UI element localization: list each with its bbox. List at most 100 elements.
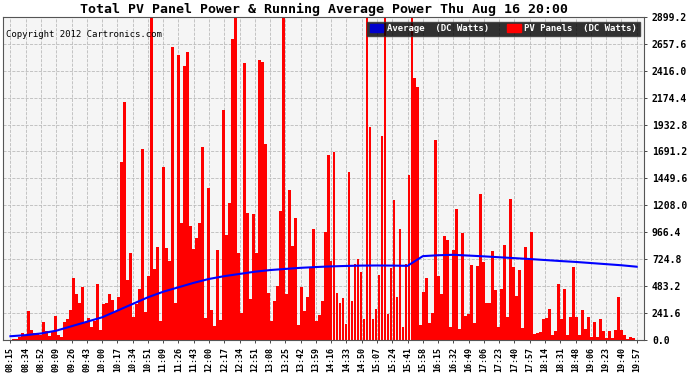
Bar [87, 318, 90, 340]
Bar [602, 331, 605, 340]
Bar [600, 319, 602, 340]
Bar [252, 214, 255, 340]
Bar [351, 301, 353, 340]
Bar [467, 314, 471, 340]
Bar [428, 323, 431, 340]
Bar [270, 321, 273, 340]
Bar [476, 266, 480, 340]
Bar [24, 336, 27, 340]
Bar [381, 136, 384, 340]
Bar [21, 333, 24, 340]
Bar [417, 87, 420, 340]
Bar [161, 167, 165, 340]
Bar [509, 199, 512, 340]
Bar [366, 17, 368, 340]
Bar [72, 278, 75, 340]
Bar [273, 301, 275, 340]
Bar [204, 318, 206, 340]
Bar [375, 309, 377, 340]
Bar [384, 17, 386, 340]
Bar [177, 55, 179, 340]
Bar [248, 298, 252, 340]
Bar [575, 317, 578, 340]
Bar [99, 330, 101, 340]
Bar [560, 320, 563, 340]
Bar [464, 316, 467, 340]
Bar [344, 324, 348, 340]
Bar [221, 110, 225, 340]
Bar [339, 303, 342, 340]
Bar [531, 232, 533, 340]
Bar [18, 337, 21, 340]
Bar [294, 218, 297, 340]
Bar [120, 162, 123, 340]
Bar [497, 327, 500, 340]
Bar [533, 334, 536, 340]
Bar [335, 292, 339, 340]
Bar [138, 289, 141, 340]
Bar [368, 127, 371, 340]
Bar [234, 18, 237, 340]
Bar [471, 265, 473, 340]
Bar [171, 46, 174, 340]
Bar [551, 335, 554, 340]
Bar [75, 294, 78, 340]
Bar [198, 223, 201, 340]
Bar [449, 327, 453, 340]
Bar [554, 331, 558, 340]
Bar [536, 333, 540, 340]
Bar [219, 320, 221, 340]
Bar [159, 321, 161, 340]
Bar [255, 254, 257, 340]
Bar [213, 326, 216, 340]
Bar [620, 330, 623, 340]
Bar [57, 335, 60, 340]
Bar [51, 331, 54, 340]
Bar [266, 292, 270, 340]
Bar [440, 294, 444, 340]
Bar [506, 317, 509, 340]
Bar [135, 304, 138, 340]
Bar [353, 264, 357, 340]
Bar [411, 17, 413, 340]
Bar [102, 304, 105, 340]
Bar [276, 286, 279, 340]
Bar [482, 262, 485, 340]
Bar [36, 334, 39, 340]
Bar [93, 321, 96, 340]
Bar [473, 323, 476, 340]
Bar [489, 303, 491, 340]
Bar [165, 248, 168, 340]
Bar [359, 272, 362, 340]
Bar [386, 314, 389, 340]
Bar [111, 300, 114, 340]
Bar [324, 232, 326, 340]
Bar [584, 329, 587, 340]
Bar [39, 334, 42, 340]
Bar [623, 335, 626, 340]
Bar [48, 336, 51, 340]
Bar [156, 247, 159, 340]
Bar [207, 188, 210, 340]
Bar [572, 267, 575, 340]
Bar [605, 338, 608, 340]
Bar [90, 327, 92, 340]
Bar [168, 261, 170, 340]
Bar [282, 17, 284, 340]
Bar [126, 280, 129, 340]
Bar [504, 245, 506, 340]
Bar [558, 284, 560, 340]
Bar [117, 297, 120, 340]
Bar [30, 330, 33, 340]
Bar [312, 229, 315, 340]
Bar [288, 190, 290, 340]
Bar [192, 249, 195, 340]
Bar [330, 261, 333, 340]
Bar [581, 310, 584, 340]
Text: Copyright 2012 Cartronics.com: Copyright 2012 Cartronics.com [6, 30, 162, 39]
Bar [569, 317, 572, 340]
Bar [303, 311, 306, 340]
Bar [150, 17, 152, 340]
Bar [500, 290, 503, 340]
Bar [114, 312, 117, 340]
